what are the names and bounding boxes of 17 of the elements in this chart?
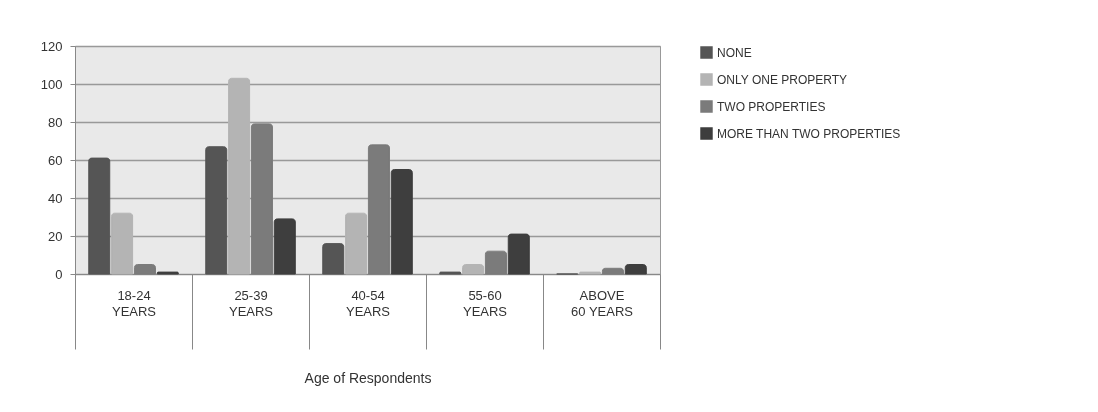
y-tick-label: 60	[48, 152, 63, 168]
x-tick-label: 40-54 YEARS	[345, 287, 391, 319]
y-tick-label: 40	[48, 190, 63, 206]
x-axis-title: Age of Respondents	[304, 370, 432, 386]
legend-label: NONE	[717, 45, 752, 60]
x-tick-label: 25-39 YEARS	[228, 287, 274, 319]
y-tick-label: 0	[55, 266, 63, 282]
legend-label: MORE THAN TWO PROPERTIES	[717, 126, 901, 141]
x-tick-label: 18-24 YEARS	[111, 287, 157, 319]
x-tick-label: 55-60 YEARS	[462, 287, 508, 319]
y-tick-label: 120	[40, 38, 63, 54]
y-tick-label: 80	[48, 114, 63, 130]
legend-label: TWO PROPERTIES	[717, 99, 826, 114]
legend-label: ONLY ONE PROPERTY	[717, 72, 848, 87]
y-tick-label: 20	[48, 228, 63, 244]
x-tick-label: ABOVE 60 YEARS	[571, 287, 634, 319]
y-tick-label: 100	[40, 76, 63, 92]
